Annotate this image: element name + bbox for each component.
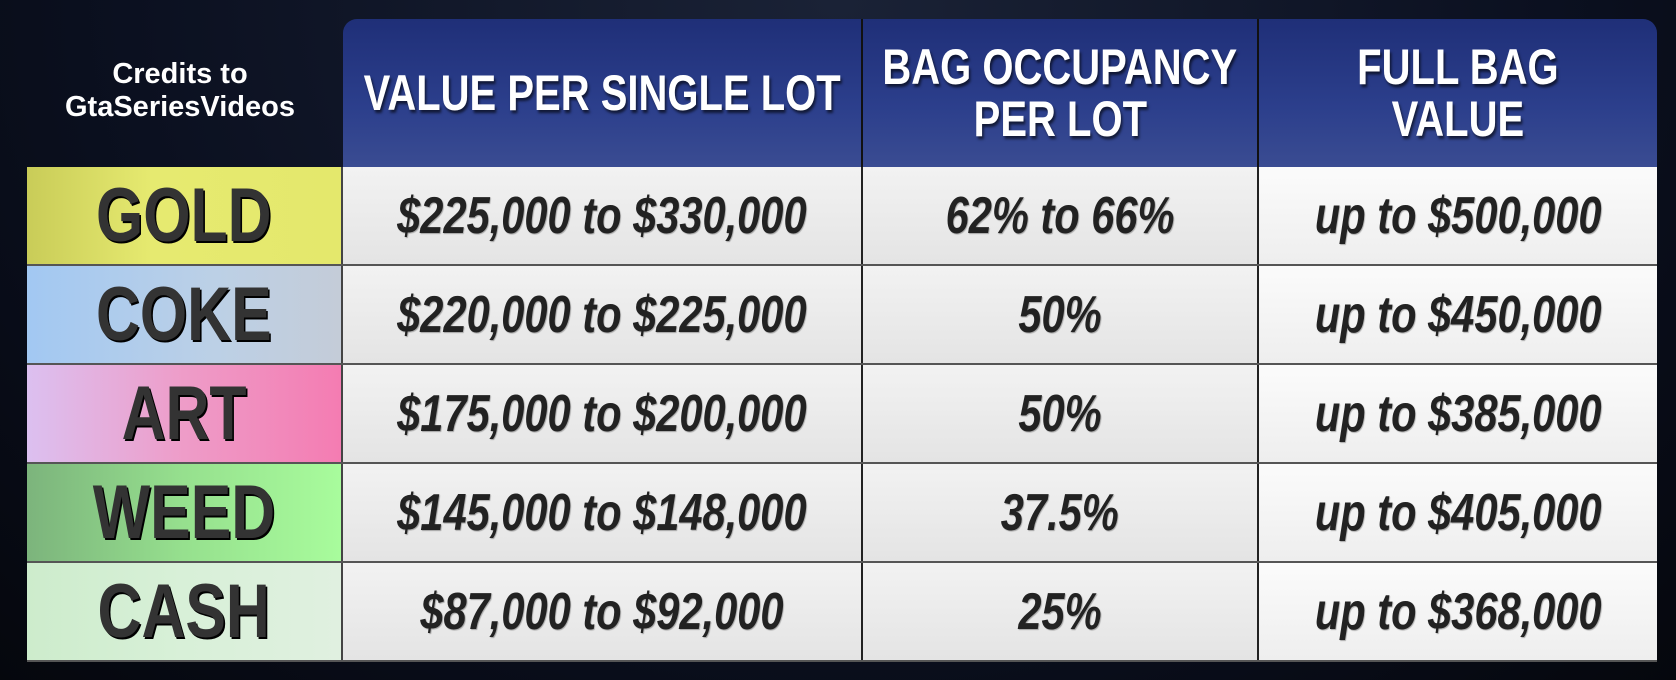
full-bag-value-cell: up to $405,000 [1259, 464, 1657, 561]
row-label-art: ART [27, 365, 343, 462]
row-label-text: CASH [97, 569, 271, 654]
header-value-per-lot: VALUE PER SINGLE LOT [343, 19, 863, 167]
full-value-text: up to $450,000 [1314, 285, 1602, 344]
credits-line-2: GtaSeriesVideos [65, 91, 295, 123]
table-row: COKE $220,000 to $225,000 50% up to $450,00… [27, 266, 1657, 365]
header-full-bag-value: FULL BAG VALUE [1259, 19, 1657, 167]
full-bag-value-cell: up to $500,000 [1259, 167, 1657, 264]
occupancy-text: 62% to 66% [945, 186, 1175, 245]
full-value-text: up to $385,000 [1314, 384, 1602, 443]
credits-line-1: Credits to [112, 58, 248, 90]
full-bag-value-cell: up to $385,000 [1259, 365, 1657, 462]
full-bag-value-cell: up to $450,000 [1259, 266, 1657, 363]
full-value-text: up to $368,000 [1314, 582, 1602, 641]
occupancy-text: 50% [1018, 384, 1102, 443]
table-row: CASH $87,000 to $92,000 25% up to $368,000 [27, 563, 1657, 662]
value-text: $87,000 to $92,000 [420, 582, 784, 641]
row-label-text: WEED [92, 470, 276, 555]
value-per-lot-cell: $175,000 to $200,000 [343, 365, 863, 462]
credits-text: Credits to GtaSeriesVideos [20, 58, 340, 124]
value-text: $220,000 to $225,000 [397, 285, 807, 344]
value-text: $225,000 to $330,000 [397, 186, 807, 245]
header-label: BAG OCCUPANCY [882, 39, 1238, 95]
occupancy-text: 37.5% [1001, 483, 1119, 542]
row-label-gold: GOLD [27, 167, 343, 264]
occupancy-text: 50% [1018, 285, 1102, 344]
row-label-cash: CASH [27, 563, 343, 660]
occupancy-cell: 50% [863, 266, 1259, 363]
value-per-lot-cell: $225,000 to $330,000 [343, 167, 863, 264]
occupancy-text: 25% [1018, 582, 1102, 641]
row-label-coke: COKE [27, 266, 343, 363]
header-label: PER LOT [973, 91, 1147, 147]
occupancy-cell: 50% [863, 365, 1259, 462]
occupancy-cell: 37.5% [863, 464, 1259, 561]
header-label: FULL BAG [1357, 39, 1559, 95]
header-bag-occupancy: BAG OCCUPANCY PER LOT [863, 19, 1259, 167]
value-text: $175,000 to $200,000 [397, 384, 807, 443]
header-label: VALUE PER SINGLE LOT [363, 65, 841, 121]
full-value-text: up to $405,000 [1314, 483, 1602, 542]
table-row: GOLD $225,000 to $330,000 62% to 66% up to … [27, 167, 1657, 266]
header-label: VALUE [1391, 91, 1525, 147]
value-per-lot-cell: $87,000 to $92,000 [343, 563, 863, 660]
value-per-lot-cell: $220,000 to $225,000 [343, 266, 863, 363]
row-label-weed: WEED [27, 464, 343, 561]
row-label-text: COKE [96, 272, 272, 357]
row-label-text: ART [121, 371, 247, 456]
row-label-text: GOLD [96, 173, 272, 258]
table-row: ART $175,000 to $200,000 50% up to $385,000 [27, 365, 1657, 464]
occupancy-cell: 25% [863, 563, 1259, 660]
full-bag-value-cell: up to $368,000 [1259, 563, 1657, 660]
full-value-text: up to $500,000 [1314, 186, 1602, 245]
value-per-lot-cell: $145,000 to $148,000 [343, 464, 863, 561]
occupancy-cell: 62% to 66% [863, 167, 1259, 264]
table-row: WEED $145,000 to $148,000 37.5% up to $405,… [27, 464, 1657, 563]
value-text: $145,000 to $148,000 [397, 483, 807, 542]
